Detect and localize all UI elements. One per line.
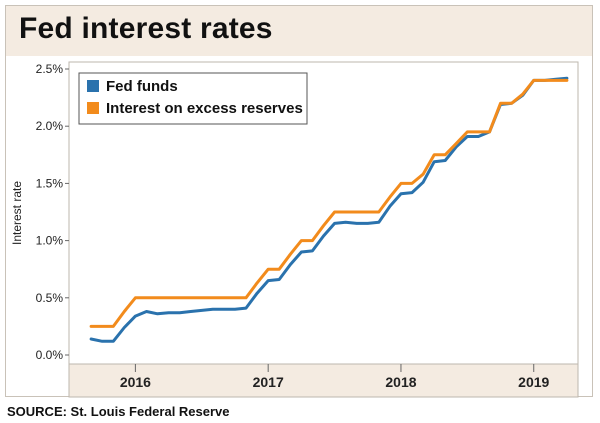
legend-swatch-fed-funds [87,80,99,92]
x-tick-label: 2019 [518,374,549,390]
x-tick-label: 2018 [385,374,416,390]
y-tick-label: 0.5% [36,291,64,305]
x-tick-label: 2016 [120,374,151,390]
legend-swatch-ioer [87,102,99,114]
y-tick-label: 2.5% [36,62,64,76]
legend-label-ioer: Interest on excess reserves [106,100,303,117]
title-band: Fed interest rates [6,6,592,56]
y-axis-label: Interest rate [10,181,24,245]
x-axis-band [68,363,579,398]
legend: Fed funds Interest on excess reserves [78,72,308,125]
series-line-ioer [89,78,569,328]
y-tick-label: 1.0% [36,234,64,248]
y-tick-label: 1.5% [36,176,64,190]
series-group [89,76,569,343]
source-note: SOURCE: St. Louis Federal Reserve [7,404,230,419]
legend-label-fed-funds: Fed funds [106,78,178,95]
x-tick-label: 2017 [253,374,284,390]
x-axis: 2016 2017 2018 2019 [120,364,550,390]
line-chart: 0.0%0.5%1.0%1.5%2.0%2.5% 2016 2017 2018 201… [10,61,579,398]
y-axis: 0.0% 0.5% 1.0% 1.5% 2.0% 2.5% [36,62,69,362]
legend-box [78,72,308,125]
y-tick-label: 0.0% [36,348,64,362]
y-tick-label: 2.0% [36,119,64,133]
chart-title: Fed interest rates [19,12,273,45]
